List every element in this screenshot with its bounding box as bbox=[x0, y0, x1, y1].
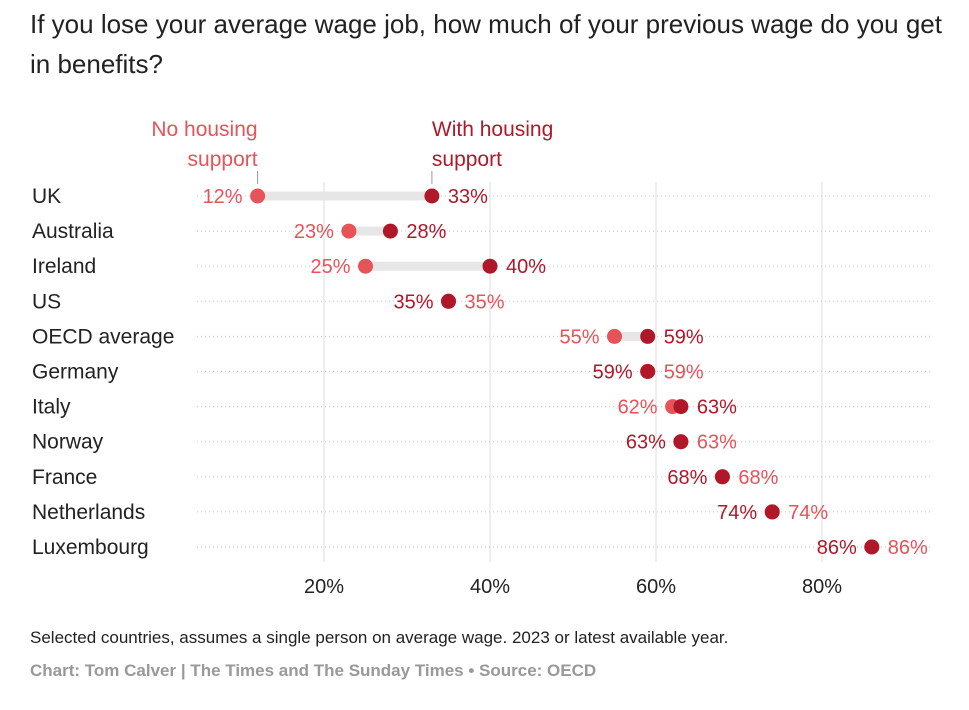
label-with-housing: 59% bbox=[664, 326, 704, 348]
chart-credit: Chart: Tom Calver | The Times and The Su… bbox=[30, 661, 597, 680]
label-no-housing: 25% bbox=[310, 256, 350, 278]
category-label: Germany bbox=[32, 361, 119, 384]
row-us: US 35% 35% bbox=[32, 290, 931, 313]
label-with-housing: 86% bbox=[817, 537, 857, 559]
label-with-housing: 63% bbox=[697, 397, 737, 419]
row-australia: Australia 23% 28% bbox=[32, 220, 931, 243]
legend-no-housing-line2: support bbox=[188, 148, 258, 171]
label-no-housing: 63% bbox=[697, 432, 737, 454]
dot-with-housing bbox=[382, 223, 398, 239]
label-with-housing: 74% bbox=[717, 502, 757, 524]
legend-no-housing: No housing support bbox=[151, 118, 259, 184]
row-italy: Italy 62% 63% bbox=[32, 396, 931, 419]
label-no-housing: 68% bbox=[738, 467, 778, 489]
x-tick-label: 40% bbox=[470, 576, 510, 598]
dot-with-housing bbox=[424, 188, 440, 204]
dot-with-housing bbox=[673, 434, 689, 450]
legend-with-housing-line1: With housing bbox=[432, 118, 553, 141]
row-uk: UK 12% 33% bbox=[32, 185, 931, 208]
dot-with-housing bbox=[441, 293, 456, 309]
x-tick-label: 20% bbox=[304, 576, 344, 598]
label-with-housing: 33% bbox=[448, 186, 488, 208]
label-no-housing: 86% bbox=[888, 537, 928, 559]
category-label: UK bbox=[32, 185, 61, 208]
dot-no-housing bbox=[341, 223, 357, 239]
category-label: Luxembourg bbox=[32, 536, 149, 559]
category-label: US bbox=[32, 290, 61, 313]
category-label: France bbox=[32, 466, 97, 489]
row-ireland: Ireland 25% 40% bbox=[32, 255, 931, 278]
chart-title: If you lose your average wage job, how m… bbox=[30, 9, 942, 79]
x-axis-ticks: 20% 40% 60% 80% bbox=[304, 576, 842, 598]
dot-with-housing bbox=[482, 258, 498, 274]
category-label: Norway bbox=[32, 431, 104, 454]
label-with-housing: 40% bbox=[506, 256, 546, 278]
label-no-housing: 12% bbox=[203, 186, 243, 208]
dot-with-housing bbox=[640, 364, 656, 379]
legend-no-housing-line1: No housing bbox=[151, 118, 257, 141]
row-norway: Norway 63% 63% bbox=[32, 431, 931, 454]
dot-with-housing bbox=[640, 328, 656, 344]
category-label: Australia bbox=[32, 220, 114, 243]
label-no-housing: 74% bbox=[788, 502, 828, 524]
rows: UK 12% 33% Australia 23% 28% Ireland 25% 40% US 35… bbox=[32, 185, 931, 559]
row-luxembourg: Luxembourg 86% 86% bbox=[32, 536, 931, 559]
label-no-housing: 23% bbox=[294, 221, 334, 243]
label-with-housing: 68% bbox=[667, 467, 707, 489]
label-no-housing: 55% bbox=[559, 326, 599, 348]
dot-with-housing bbox=[714, 469, 730, 485]
category-label: Netherlands bbox=[32, 501, 145, 524]
label-no-housing: 35% bbox=[465, 291, 505, 313]
dot-with-housing bbox=[864, 539, 880, 555]
label-with-housing: 59% bbox=[593, 362, 633, 384]
x-tick-label: 80% bbox=[802, 576, 842, 598]
category-label: Ireland bbox=[32, 255, 96, 278]
label-no-housing: 62% bbox=[618, 397, 658, 419]
row-netherlands: Netherlands 74% 74% bbox=[32, 501, 931, 524]
row-germany: Germany 59% 59% bbox=[32, 361, 931, 384]
dot-with-housing bbox=[764, 504, 780, 520]
legend-with-housing-line2: support bbox=[432, 148, 502, 171]
legend: No housing support With housing support bbox=[151, 118, 553, 184]
dot-no-housing bbox=[607, 328, 622, 344]
category-label: Italy bbox=[32, 396, 71, 419]
x-tick-label: 60% bbox=[636, 576, 676, 598]
dot-no-housing bbox=[358, 258, 373, 274]
row-oecd-average: OECD average 55% 59% bbox=[32, 325, 931, 348]
label-no-housing: 59% bbox=[664, 362, 704, 384]
dot-no-housing bbox=[250, 188, 266, 204]
legend-with-housing: With housing support bbox=[431, 118, 553, 184]
dot-with-housing bbox=[673, 399, 689, 415]
chart-note: Selected countries, assumes a single per… bbox=[30, 628, 729, 647]
row-france: France 68% 68% bbox=[32, 466, 931, 489]
category-label: OECD average bbox=[32, 325, 174, 348]
label-with-housing: 63% bbox=[626, 432, 666, 454]
label-with-housing: 35% bbox=[393, 291, 433, 313]
label-with-housing: 28% bbox=[406, 221, 446, 243]
